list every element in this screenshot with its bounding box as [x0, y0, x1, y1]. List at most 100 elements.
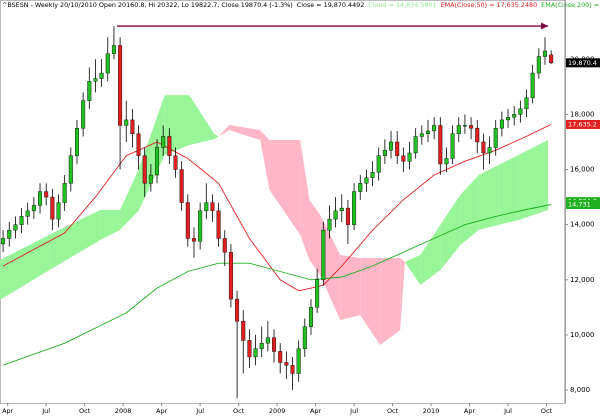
candle-body	[425, 130, 430, 134]
x-tick-label: 2009	[269, 407, 286, 415]
cloud-segment	[404, 254, 421, 286]
x-tick-label: Apr	[310, 407, 322, 415]
legend-entry: Close = 19,870.4492	[297, 1, 364, 9]
candle-body	[167, 136, 172, 156]
last-value-box	[566, 119, 600, 129]
candle-body	[161, 136, 166, 148]
candle-body	[99, 72, 104, 79]
candle-body	[278, 351, 283, 363]
candle-body	[44, 191, 49, 198]
candle-body	[7, 229, 12, 239]
candle-body	[155, 147, 160, 176]
candle-body	[290, 365, 295, 374]
candle-body	[549, 54, 554, 64]
candle-body	[524, 97, 529, 110]
x-tick-label: Oct	[79, 407, 91, 415]
cloud-segment	[340, 254, 361, 321]
candle-body	[296, 348, 301, 374]
candle-body	[456, 125, 461, 134]
cloud-segment	[518, 140, 549, 220]
candle-body	[259, 342, 264, 349]
cloud-segment	[360, 258, 381, 346]
y-tick-label: 16,000	[570, 166, 595, 174]
candle-body	[518, 108, 523, 115]
candle-body	[253, 348, 258, 358]
candle-body	[512, 114, 517, 118]
candle-body	[136, 133, 141, 156]
x-tick-label: Oct	[541, 407, 553, 415]
candle-body	[345, 207, 350, 225]
candle-body	[216, 210, 221, 239]
x-tick-label: Apr	[464, 407, 476, 415]
candle-body	[481, 141, 486, 154]
x-tick-label: Apr	[2, 407, 14, 415]
candle-body	[469, 125, 474, 129]
candle-body	[235, 298, 240, 322]
candle-body	[142, 155, 147, 184]
x-tick-label: 2010	[423, 407, 440, 415]
candle-body	[1, 238, 6, 245]
candle-body	[68, 155, 73, 184]
cloud-segment	[460, 175, 479, 246]
candle-body	[475, 127, 480, 143]
candle-body	[62, 183, 67, 203]
y-tick-label: 10,000	[570, 331, 595, 339]
candle-body	[185, 202, 190, 239]
candle-body	[395, 141, 400, 156]
candle-body	[438, 125, 443, 165]
candle-body	[241, 320, 246, 341]
candle-body	[93, 78, 98, 82]
candle-body	[31, 205, 36, 212]
cloud-segment	[400, 258, 405, 330]
last-value-label: 19,870.4	[568, 59, 597, 67]
candle-body	[247, 340, 252, 358]
trend-arrowhead	[541, 22, 549, 30]
candle-body	[432, 125, 437, 132]
last-value-box	[566, 200, 600, 210]
indicator-line	[2, 204, 552, 366]
cloud-segment	[478, 164, 499, 230]
candle-body	[339, 207, 344, 212]
cloud-segment	[420, 224, 441, 286]
candle-body	[536, 56, 541, 74]
candle-body	[506, 116, 511, 121]
candle-body	[462, 125, 467, 127]
candle-body	[308, 307, 313, 327]
cloud-segment	[440, 194, 461, 271]
candle-body	[265, 337, 270, 344]
candle-body	[493, 127, 498, 148]
candle-body	[272, 337, 277, 352]
candle-body	[210, 202, 215, 212]
x-tick-label: Oct	[387, 407, 399, 415]
candle-body	[124, 119, 129, 126]
candle-body	[419, 133, 424, 137]
candle-body	[389, 141, 394, 151]
candle-body	[284, 362, 289, 366]
candle-body	[38, 191, 43, 206]
header: ^BSESN - Weekly 20/10/2010 Open 20160.8,…	[2, 1, 600, 9]
candle-body	[370, 172, 375, 178]
candle-body	[401, 155, 406, 162]
candle-body	[321, 229, 326, 280]
last-value-label: 17,635.2	[568, 120, 597, 128]
x-tick-label: Apr	[156, 407, 168, 415]
candle-body	[19, 216, 24, 225]
candle-body	[413, 136, 418, 154]
candle-body	[118, 45, 123, 126]
cloud-segment	[498, 154, 519, 225]
candle-body	[487, 147, 492, 154]
x-tick-label: Jul	[195, 407, 204, 415]
cloud-segment	[309, 199, 321, 276]
x-tick-label: Jul	[41, 407, 50, 415]
title: ^BSESN - Weekly 20/10/2010 Open 20160.8,…	[2, 1, 293, 9]
cloud-segment	[213, 133, 219, 140]
y-tick-label: 8,000	[570, 386, 590, 394]
candle-body	[376, 155, 381, 173]
x-tick-label: Jul	[503, 407, 512, 415]
indicator-line	[2, 123, 552, 292]
candle-body	[105, 53, 110, 74]
candle-body	[191, 238, 196, 242]
candle-body	[13, 224, 18, 231]
